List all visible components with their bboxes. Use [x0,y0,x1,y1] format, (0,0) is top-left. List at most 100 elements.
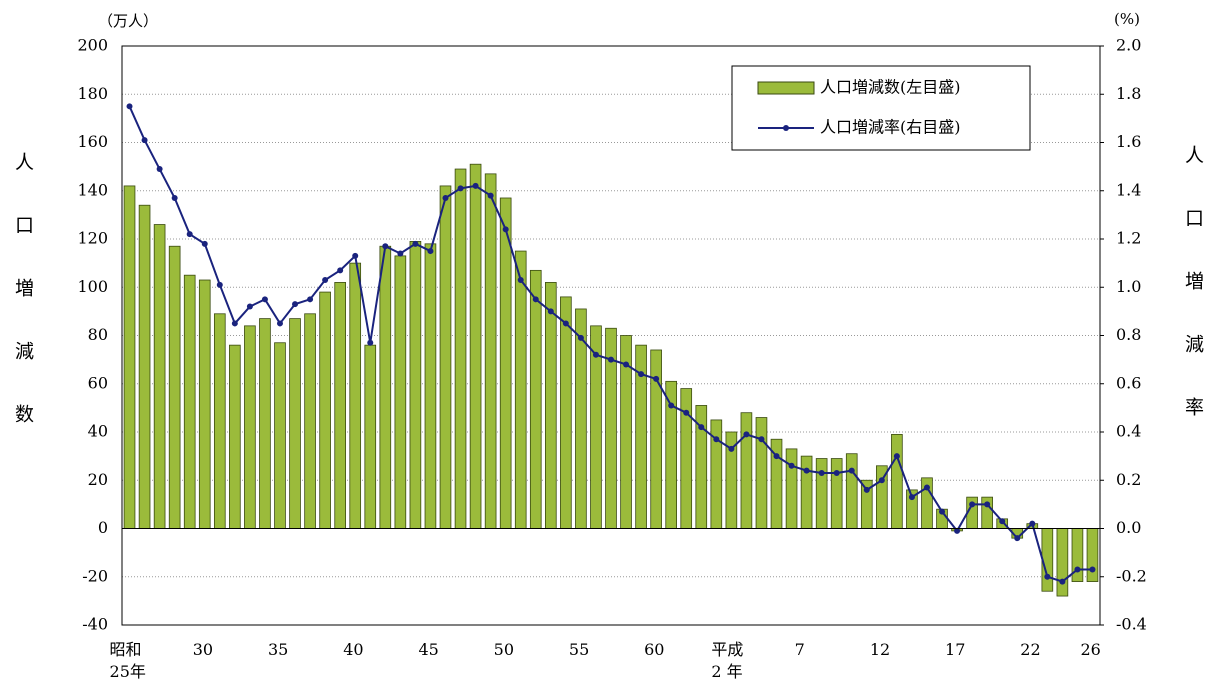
line-marker [683,409,690,416]
bar [499,197,512,529]
line-marker [893,453,900,460]
bar [138,204,151,529]
bar [529,269,542,529]
y2-tick-label: 0.8 [1116,325,1141,344]
line-marker [216,281,223,288]
bar [830,458,843,529]
y2-axis-label: 人口増減率 [1182,145,1204,460]
line-marker [863,486,870,493]
line-marker [833,470,840,477]
bar [168,245,181,529]
bar [424,243,437,529]
line-marker [352,252,359,259]
bar [153,224,166,529]
line-marker [608,356,614,363]
legend-box [731,65,1031,151]
line-marker [412,240,419,247]
y-axis-label: 人口増減数 [12,152,34,467]
line-marker [141,137,148,144]
bar [274,342,286,529]
line-marker [713,436,720,443]
x-tick-label: 40 [343,640,364,659]
y-tick-label: 200 [77,36,108,55]
line-marker [954,527,961,534]
y-tick-label: 100 [77,277,108,296]
bar [123,185,136,529]
line-marker [382,243,389,250]
line-marker [517,277,524,284]
y2-tick-label: 0.0 [1116,518,1141,537]
line-marker [126,103,133,110]
line-marker [923,484,930,491]
y-tick-label: -20 [82,566,108,585]
bar [259,318,271,529]
line-marker [698,424,705,431]
x-tick-label: 35 [267,640,289,659]
line-marker [337,267,344,274]
line-marker [1089,566,1096,573]
line-marker [307,296,314,303]
bar [289,318,301,529]
x-tick-label: 60 [644,640,665,659]
bar [304,313,316,529]
x-tick-label: 45 [418,640,439,659]
line-marker [653,375,660,382]
y2-tick-label: 1.0 [1116,277,1141,296]
line-marker [788,462,795,469]
line-marker [472,182,479,189]
y-tick-label: 180 [77,84,108,103]
line-marker [999,518,1006,525]
line-marker [1059,578,1066,585]
x-tick-label: 55 [568,640,590,659]
y2-tick-label: 1.8 [1116,84,1141,103]
line-marker [201,240,208,247]
bar [560,296,572,529]
bar [845,453,858,529]
line-marker [1044,573,1051,580]
line-marker [367,339,374,346]
y-tick-label: 20 [88,470,108,489]
bar [364,344,377,529]
bar [334,282,346,529]
y2-tick-label: 1.2 [1116,229,1141,248]
y-tick-label: 0 [98,518,108,537]
line-marker [577,334,584,341]
line-marker [773,453,780,460]
line-marker [803,467,810,474]
line-marker [758,436,765,443]
bar [1086,528,1099,582]
bar [800,455,813,529]
line-marker [1029,520,1036,527]
bar [1056,528,1069,597]
y-tick-label: 160 [77,132,108,151]
bar [454,168,467,529]
line-marker [532,296,539,303]
line-marker [322,277,329,284]
line-marker [487,192,494,199]
y-unit: （万人） [98,12,159,30]
y2-tick-label: 2.0 [1116,36,1141,55]
x-tick-label: 昭和 25年 [109,640,146,681]
bar [213,313,226,529]
y-tick-label: 120 [77,229,108,248]
bar [484,173,497,529]
line-marker [984,501,991,508]
line-marker [502,226,509,233]
line-marker [668,402,675,409]
y-tick-label: 140 [77,180,108,199]
bar [439,185,452,529]
y-tick-label: -40 [82,615,108,634]
y-tick-label: 40 [88,422,108,441]
line-marker [743,431,750,438]
bar [740,412,753,529]
bar [379,245,392,529]
line-marker [969,501,976,508]
line-marker [728,445,735,452]
y-tick-label: 60 [88,373,108,392]
bar [319,291,331,529]
line-marker [818,470,825,477]
x-tick-label: 12 [869,640,891,659]
bar [815,458,828,529]
x-tick-label: 50 [493,640,515,659]
